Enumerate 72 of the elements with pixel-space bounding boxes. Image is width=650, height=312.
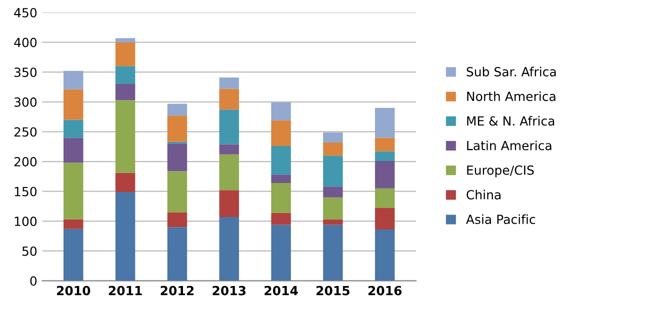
- legend-label: Asia Pacific: [466, 214, 536, 224]
- bar: [271, 120, 291, 146]
- y-tick-label: 250: [14, 127, 37, 137]
- bar: [115, 84, 136, 100]
- legend-label: Europe/CIS: [467, 165, 534, 178]
- x-tick-label: 2014: [264, 286, 298, 296]
- bar: [219, 190, 239, 217]
- bar: [323, 224, 343, 281]
- x-tick-label: 2015: [316, 286, 350, 296]
- bar: [64, 70, 84, 90]
- y-tick-label: 400: [14, 38, 37, 48]
- y-tick-label: 0: [30, 276, 37, 286]
- bar: [271, 146, 291, 175]
- bar: [271, 212, 291, 225]
- bar: [374, 208, 395, 230]
- bar: [115, 66, 136, 84]
- legend-label: ME & N. Africa: [467, 116, 554, 126]
- bar: [219, 77, 239, 89]
- y-tick-label: 350: [14, 68, 37, 78]
- legend-label: North America: [467, 91, 556, 102]
- y-tick-label: 300: [14, 97, 37, 107]
- bar: [271, 183, 291, 213]
- bar: [323, 197, 343, 220]
- x-tick-label: 2016: [368, 286, 402, 296]
- bar: [167, 227, 188, 281]
- bar: [374, 108, 395, 138]
- bar: [115, 192, 136, 281]
- y-tick-label: 200: [14, 157, 37, 166]
- bar: [167, 144, 188, 172]
- bar: [219, 144, 239, 154]
- bar: [219, 110, 239, 144]
- bar: [323, 132, 343, 142]
- y-tick-label: 100: [14, 216, 37, 226]
- bar: [115, 172, 136, 192]
- bar: [219, 217, 239, 281]
- bar: [323, 142, 343, 156]
- bar: [271, 174, 291, 184]
- bar: [374, 138, 395, 152]
- bar: [167, 116, 188, 142]
- y-tick-label: 450: [14, 8, 37, 18]
- bar: [323, 186, 343, 198]
- y-tick-label: 50: [22, 246, 37, 256]
- y-tick-label: 150: [14, 186, 37, 196]
- x-tick-label: 2013: [212, 286, 246, 296]
- bar: [64, 162, 84, 220]
- bar: [64, 89, 84, 120]
- bar: [64, 228, 84, 281]
- legend-label: Latin America: [467, 140, 552, 150]
- bar: [374, 160, 395, 188]
- bar: [323, 219, 343, 225]
- x-tick-label: 2011: [108, 286, 142, 296]
- x-tick-label: 2012: [160, 286, 194, 296]
- bar: [374, 151, 395, 161]
- bar: [167, 212, 188, 228]
- bar: [64, 138, 84, 163]
- legend-label: Sub Sar. Africa: [466, 66, 556, 76]
- bar: [115, 38, 136, 42]
- bar: [323, 156, 343, 187]
- bar: [64, 120, 84, 138]
- bar: [271, 102, 291, 120]
- legend-label: China: [466, 190, 501, 200]
- bar: [64, 219, 84, 229]
- bar: [374, 188, 395, 208]
- bar: [167, 171, 188, 212]
- bar: [219, 154, 239, 190]
- bar: [167, 104, 188, 116]
- bar: [219, 88, 239, 110]
- x-tick-label: 2010: [56, 286, 90, 296]
- bar: [115, 100, 136, 173]
- bar: [271, 224, 291, 281]
- bar: [374, 230, 395, 281]
- bar: [115, 42, 136, 66]
